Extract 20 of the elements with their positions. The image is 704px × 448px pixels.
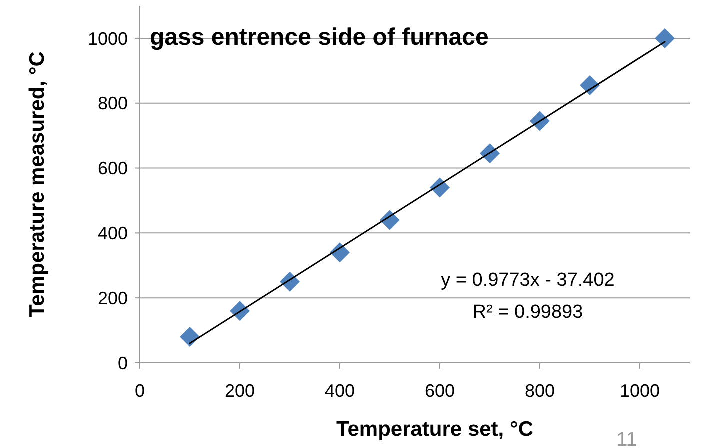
x-tick-label: 0 [134,381,146,401]
x-tick-label: 1000 [620,381,660,401]
point [655,28,675,48]
y-tick-label: 800 [98,94,128,114]
y-tick-label: 600 [98,158,128,179]
x-tick-label: 600 [424,381,456,401]
point [180,327,200,348]
x-tick-label: 400 [324,381,356,401]
text: gass entrence side of furnace [150,24,489,51]
y-tick-label: 400 [98,223,128,244]
y-tick-label: 0 [118,353,128,374]
x-tick-label: 800 [524,381,556,401]
text: 11 [616,429,638,448]
x-axis-title: Temperature set, °C [336,418,534,441]
y-tick-label: 1000 [88,28,128,49]
x-tick-label: 200 [224,381,256,401]
annotation: y = 0.9773x - 37.402 [441,270,615,291]
y-axis-title: Temperature measured, °C [26,52,49,318]
annotation: R² = 0.99893 [472,302,584,323]
y-tick-label: 200 [98,288,128,308]
